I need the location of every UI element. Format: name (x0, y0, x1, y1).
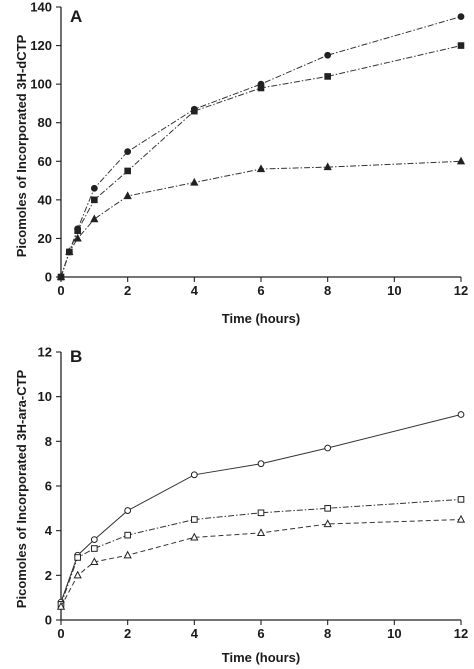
panel-a-x-axis-title: Time (hours) (222, 311, 301, 326)
panel-a-series-2-point (74, 227, 81, 235)
panel-a-series-1-line (60, 16, 462, 278)
panel-b-series-2-point (257, 509, 265, 517)
panel-a-series-1-point (90, 184, 98, 192)
panel-b-series-3-point (190, 532, 199, 541)
panel-a-series-2-point (257, 84, 265, 92)
panel-a-y-tick-label: 20 (38, 231, 52, 246)
panel-a-series-3-point (90, 214, 99, 223)
panel-b-series-2-line (60, 498, 462, 605)
panel-b-x-tick-label: 6 (257, 626, 264, 641)
panel-a-y-tick-label: 120 (30, 38, 52, 53)
panel-b-series-1-point (324, 444, 332, 452)
panel-b-series-1-line (60, 414, 462, 603)
panel-a-series-1-point (324, 51, 332, 59)
panel-b-series-1-point (190, 471, 198, 479)
panel-a-y-tick-label: 140 (30, 0, 52, 15)
panel-b-series-2-point (191, 516, 198, 523)
panel-a-y-tick-label: 40 (38, 192, 52, 207)
panel-a-series-1-point (124, 148, 132, 156)
panel-b-series-3-point (73, 570, 82, 579)
panel-a-series-3-point (256, 164, 266, 173)
panel-b-series-3-point (90, 557, 99, 566)
panel-a-y-tick-label: 100 (30, 77, 52, 92)
panel-b-series-2-point (457, 496, 465, 503)
panel-b-x-tick-label: 4 (191, 626, 199, 641)
panel-a-series-2-point (457, 42, 465, 49)
panel-b-x-axis-title: Time (hours) (222, 650, 301, 665)
panel-a-y-tick-label: 80 (38, 115, 52, 130)
panel-a-series-3-point (323, 162, 332, 171)
panel-b-label: B (70, 347, 82, 366)
panel-a-x-tick-label: 10 (387, 283, 401, 298)
panel-b-x-tick-label: 12 (454, 626, 468, 641)
panel-a-series-3-point (456, 156, 466, 165)
panel-b-y-axis-title: Picomoles of Incorporated 3H-ara-CTP (14, 369, 29, 608)
panel-b-series-3-point (456, 514, 466, 523)
panel-b-series-3-line (60, 519, 462, 607)
panel-a-series-2-point (191, 107, 198, 115)
panel-b-x-tick-label: 10 (387, 626, 401, 641)
panel-b-series-3-point (256, 528, 266, 536)
panel-a-y-tick-label: 60 (38, 154, 52, 169)
panel-a-label: A (70, 7, 82, 26)
panel-b-chart: B Picomoles of Incorporated 3H-ara-CTP T… (14, 345, 468, 666)
panel-b-series-3-point (56, 601, 66, 610)
panel-b-series-1-point (457, 411, 465, 418)
panel-a-series-3-point (190, 177, 199, 186)
panel-b-series-3-point (123, 550, 132, 559)
panel-a-series-3-point (73, 233, 82, 242)
panel-b-series-2-point (324, 505, 331, 512)
panel-a-y-axis-title: Picomoles of Incorporated 3H-dCTP (14, 34, 29, 257)
panel-a-y-tick-label: 0 (45, 270, 52, 285)
panel-a-x-tick-label: 6 (257, 283, 264, 298)
panel-b-y-tick-label: 12 (38, 345, 52, 360)
panel-a-chart: A Picomoles of Incorporated 3H-dCTP Time… (14, 0, 468, 326)
panel-b-y-tick-label: 8 (45, 434, 52, 449)
panel-b-series-1-point (257, 460, 265, 468)
panel-b-series-3-point (323, 519, 332, 528)
panel-b-x-tick-label: 0 (57, 626, 64, 641)
panel-a-series-2-point (91, 196, 98, 204)
panel-a-series-2-point (324, 73, 331, 80)
panel-a-x-tick-label: 2 (124, 283, 131, 298)
panel-a-series-3-point (65, 247, 74, 256)
panel-b-x-tick-label: 8 (324, 626, 331, 641)
panel-b-y-tick-label: 4 (45, 523, 53, 538)
panel-a-series-3-line (60, 160, 462, 278)
panel-b-y-tick-label: 10 (38, 389, 52, 404)
panel-a-x-tick-label: 12 (454, 283, 468, 298)
panel-b-series-2-point (124, 531, 131, 539)
panel-b-series-2-point (74, 554, 81, 561)
panel-b-y-tick-label: 6 (45, 479, 52, 494)
panel-a-x-tick-label: 8 (324, 283, 331, 298)
panel-a-x-tick-label: 4 (191, 283, 199, 298)
panel-a-series-2-point (124, 167, 131, 175)
panel-b-series-1-point (124, 507, 132, 514)
panel-a-series-2-line (60, 45, 462, 278)
panel-b-series-1-point (90, 536, 98, 543)
panel-b-x-tick-label: 2 (124, 626, 131, 641)
panel-b-y-tick-label: 2 (45, 568, 52, 583)
panel-a-series-1-point (457, 13, 465, 21)
panel-a-series-3-point (123, 191, 132, 200)
panel-b-y-tick-label: 0 (45, 613, 52, 628)
panel-a-x-tick-label: 0 (57, 283, 64, 298)
panel-a-series-3-point (56, 272, 66, 281)
panel-b-series-2-point (91, 545, 98, 552)
